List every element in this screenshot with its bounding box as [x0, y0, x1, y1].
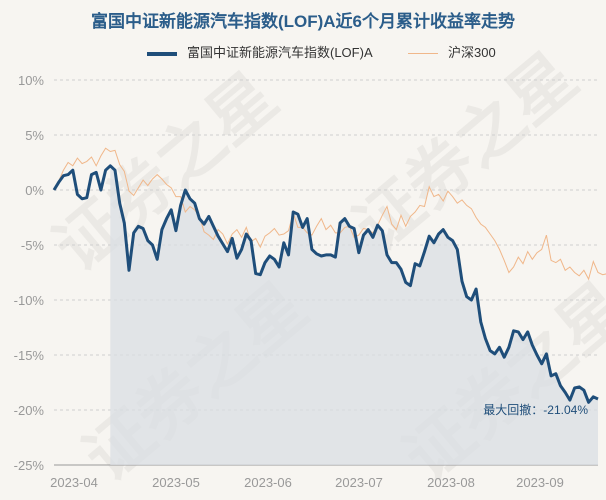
legend-item-index[interactable]: 沪深300 — [408, 42, 496, 61]
legend-label-fund: 富国中证新能源汽车指数(LOF)A — [187, 45, 373, 60]
y-tick-label: -10% — [14, 293, 45, 308]
x-tick-label: 2023-04 — [50, 475, 98, 490]
x-tick-label: 2023-06 — [244, 475, 292, 490]
series-line-fund — [52, 164, 599, 404]
y-tick-label: -5% — [21, 238, 45, 253]
x-tick-label: 2023-07 — [335, 475, 383, 490]
legend-swatch-fund — [147, 51, 177, 56]
drawdown-area — [110, 165, 599, 466]
y-tick-label: 5% — [25, 128, 44, 143]
y-tick-label: -20% — [14, 403, 45, 418]
x-axis: 2023-04 2023-05 2023-06 2023-07 2023-08 2023-… — [50, 464, 598, 490]
y-tick-label: 0% — [25, 183, 44, 198]
legend-swatch-index — [408, 53, 438, 55]
y-tick-label: -15% — [14, 348, 45, 363]
max-drawdown-annotation: 最大回撤：-21.04% — [483, 402, 588, 417]
x-tick-label: 2023-08 — [427, 475, 475, 490]
x-tick-label: 2023-09 — [516, 475, 564, 490]
x-tick-label: 2023-05 — [152, 475, 200, 490]
legend-label-index: 沪深300 — [448, 45, 496, 60]
chart-legend: 富国中证新能源汽车指数(LOF)A 沪深300 — [0, 42, 606, 62]
series-line-hs300 — [53, 147, 606, 281]
y-axis: 10% 5% 0% -5% -10% -15% -20% -25% — [14, 73, 45, 473]
y-tick-label: -25% — [14, 458, 45, 473]
legend-item-fund[interactable]: 富国中证新能源汽车指数(LOF)A — [147, 42, 373, 61]
y-tick-label: 10% — [18, 73, 44, 88]
chart-title: 富国中证新能源汽车指数(LOF)A近6个月累计收益率走势 — [90, 12, 516, 31]
